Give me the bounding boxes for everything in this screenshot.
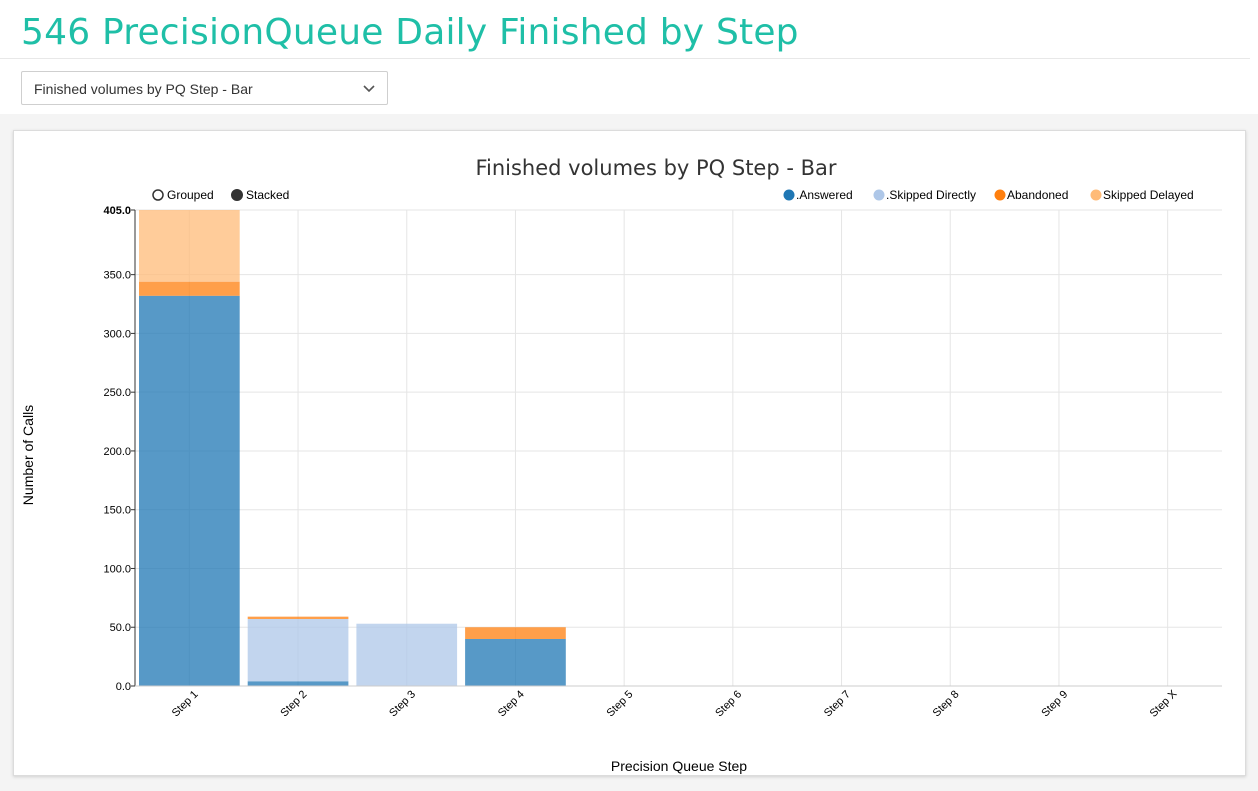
y-tick-label: 150.0: [103, 505, 131, 517]
y-tick-label: 200.0: [103, 446, 131, 458]
legend-swatch: [873, 189, 885, 201]
y-tick-label: 100.0: [103, 563, 131, 575]
y-tick-label: 300.0: [103, 328, 131, 340]
chart-legend: .Answered .Skipped Directly Abandoned Skipp…: [783, 188, 1194, 202]
y-tick-label: 350.0: [103, 270, 131, 282]
legend-label: Abandoned: [1007, 188, 1068, 202]
x-axis-label: Precision Queue Step: [611, 758, 747, 774]
legend-swatch: [994, 189, 1006, 201]
y-tick-label: 405.0: [103, 205, 131, 217]
legend-item: Abandoned: [994, 188, 1068, 202]
x-tick-label: Step 7: [822, 688, 853, 719]
page-title: 546 PrecisionQueue Daily Finished by Ste…: [21, 12, 799, 53]
chart-grid: [135, 209, 1222, 687]
grouped-toggle[interactable]: Grouped: [152, 188, 214, 202]
chart-axes: [134, 210, 1222, 687]
stacked-label: Stacked: [246, 188, 289, 202]
title-divider: [0, 58, 1250, 59]
x-tick-label: Step 4: [496, 688, 527, 719]
bar-segment: [139, 210, 240, 282]
legend-item: .Answered: [783, 188, 853, 202]
y-tick-label: 0.0: [116, 681, 131, 693]
bar-segment: [356, 623, 458, 686]
x-tick-label: Step X: [1148, 687, 1180, 719]
bar-segment: [247, 619, 349, 682]
x-tick-label: Step 1: [170, 688, 201, 719]
chart-title: Finished volumes by PQ Step - Bar: [475, 156, 836, 180]
legend-item: Skipped Delayed: [1090, 188, 1194, 202]
bar-segment: [247, 681, 349, 686]
y-tick-label: 250.0: [103, 387, 131, 399]
legend-item: .Skipped Directly: [873, 188, 976, 202]
chart-panel: Finished volumes by PQ Step - Bar Groupe…: [13, 130, 1246, 776]
x-tick-label: Step 8: [931, 688, 962, 719]
legend-label: Skipped Delayed: [1103, 188, 1194, 202]
chart-bars: [139, 210, 566, 686]
legend-label: .Answered: [796, 188, 853, 202]
x-tick-label: Step 5: [605, 688, 636, 719]
legend-label: .Skipped Directly: [886, 188, 976, 202]
y-axis-label: Number of Calls: [20, 405, 36, 505]
x-axis-ticks: Step 1 Step 2 Step 3 Step 4 Step 5 Step 6 Step…: [170, 687, 1180, 719]
bar-segment: [465, 638, 566, 686]
x-tick-label: Step 6: [713, 688, 744, 719]
grouped-label: Grouped: [167, 188, 214, 202]
x-tick-label: Step 3: [387, 688, 418, 719]
stacked-radio-icon: [231, 189, 243, 201]
stacked-toggle[interactable]: Stacked: [231, 188, 290, 202]
y-tick-label: 50.0: [110, 622, 131, 634]
chart-view-select-value: Finished volumes by PQ Step - Bar: [34, 81, 253, 97]
chevron-down-icon: [363, 85, 375, 93]
bar-chart: Finished volumes by PQ Step - Bar Groupe…: [20, 156, 1222, 774]
legend-swatch: [783, 189, 795, 201]
bar-segment: [247, 616, 349, 620]
x-tick-label: Step 2: [278, 688, 309, 719]
bar-segment: [139, 281, 240, 296]
legend-swatch: [1090, 189, 1102, 201]
y-axis-ticks: 0.0 50.0 100.0 150.0 200.0 250.0 300.0 350.0 405…: [103, 205, 135, 693]
bar-segment: [139, 295, 240, 686]
bar-segment: [465, 627, 566, 639]
x-tick-label: Step 9: [1039, 688, 1070, 719]
grouped-radio-icon: [152, 189, 164, 201]
chart-view-select[interactable]: Finished volumes by PQ Step - Bar: [21, 71, 388, 105]
